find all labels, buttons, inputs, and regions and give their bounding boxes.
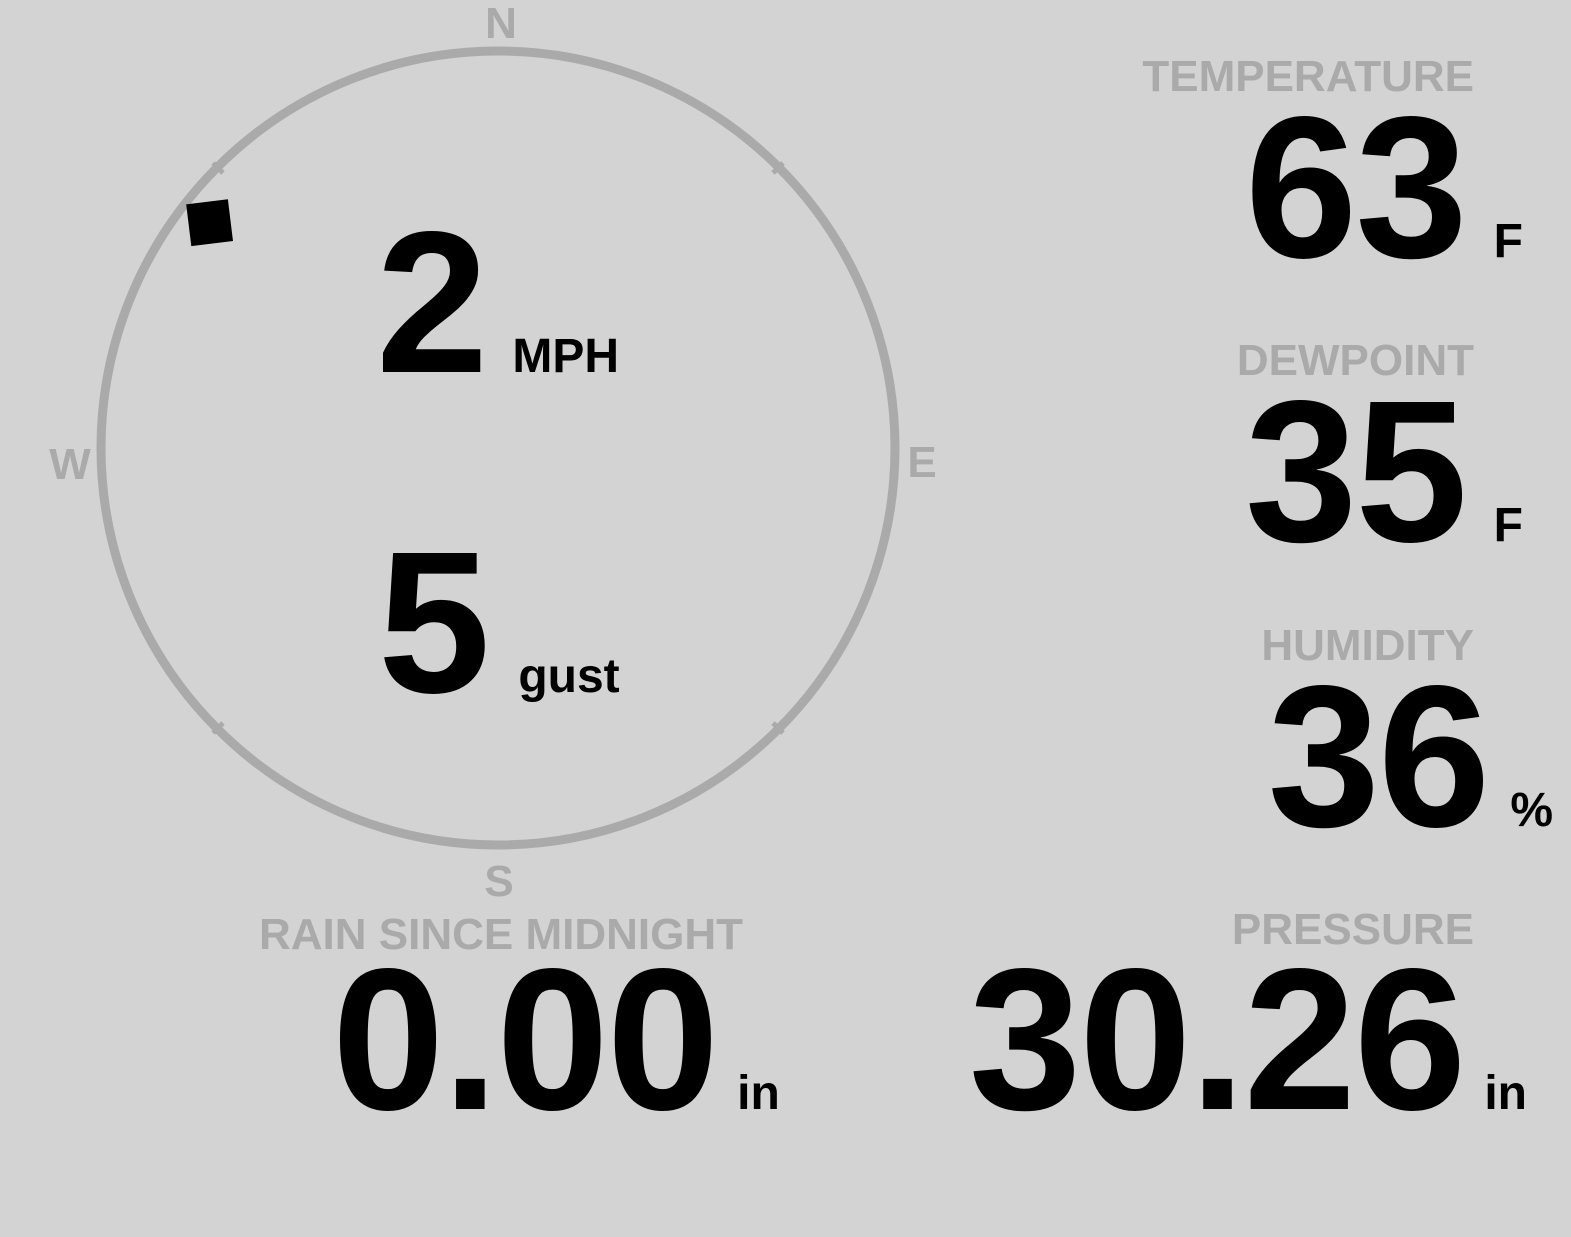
compass-south: S bbox=[484, 857, 514, 906]
compass-tick bbox=[211, 721, 225, 735]
humidity-label: HUMIDITY bbox=[1261, 621, 1474, 670]
rain-reading: 0.00 in bbox=[332, 938, 780, 1140]
pressure-label: PRESSURE bbox=[1231, 905, 1474, 954]
dewpoint-label: DEWPOINT bbox=[1236, 336, 1474, 385]
wind-speed-unit: MPH bbox=[512, 330, 620, 383]
humidity-value: 36 bbox=[1267, 643, 1491, 869]
compass-ring bbox=[96, 46, 900, 850]
temperature-reading: 63 F bbox=[1245, 86, 1523, 288]
compass-north: N bbox=[485, 0, 517, 48]
pressure-value: 30.26 bbox=[968, 926, 1466, 1152]
rain-unit: in bbox=[737, 1067, 780, 1120]
wind-gust: 5 gust bbox=[378, 521, 620, 723]
pressure-unit: in bbox=[1484, 1067, 1527, 1120]
wind-speed-value: 2 bbox=[376, 189, 488, 415]
wind-speed: 2 MPH bbox=[376, 201, 619, 403]
rain-label: RAIN SINCE MIDNIGHT bbox=[259, 910, 743, 959]
compass-west: W bbox=[49, 440, 91, 489]
compass-tick bbox=[771, 161, 785, 175]
dewpoint-unit: F bbox=[1493, 499, 1523, 552]
wind-gust-value: 5 bbox=[378, 509, 490, 735]
compass-tick bbox=[211, 161, 225, 175]
compass-tick bbox=[771, 721, 785, 735]
dewpoint-reading: 35 F bbox=[1245, 370, 1523, 572]
compass-ticks bbox=[211, 161, 785, 735]
pressure-reading: 30.26 in bbox=[969, 938, 1527, 1140]
temperature-unit: F bbox=[1493, 215, 1523, 268]
dewpoint-value: 35 bbox=[1244, 358, 1468, 584]
wind-direction-marker bbox=[186, 199, 233, 247]
humidity-unit: % bbox=[1510, 784, 1553, 837]
wind-gust-unit: gust bbox=[518, 650, 620, 703]
rain-value: 0.00 bbox=[332, 926, 719, 1152]
temperature-label: TEMPERATURE bbox=[1142, 52, 1474, 101]
compass-east: E bbox=[907, 438, 937, 487]
humidity-reading: 36 % bbox=[1268, 655, 1553, 857]
temperature-value: 63 bbox=[1244, 74, 1468, 300]
